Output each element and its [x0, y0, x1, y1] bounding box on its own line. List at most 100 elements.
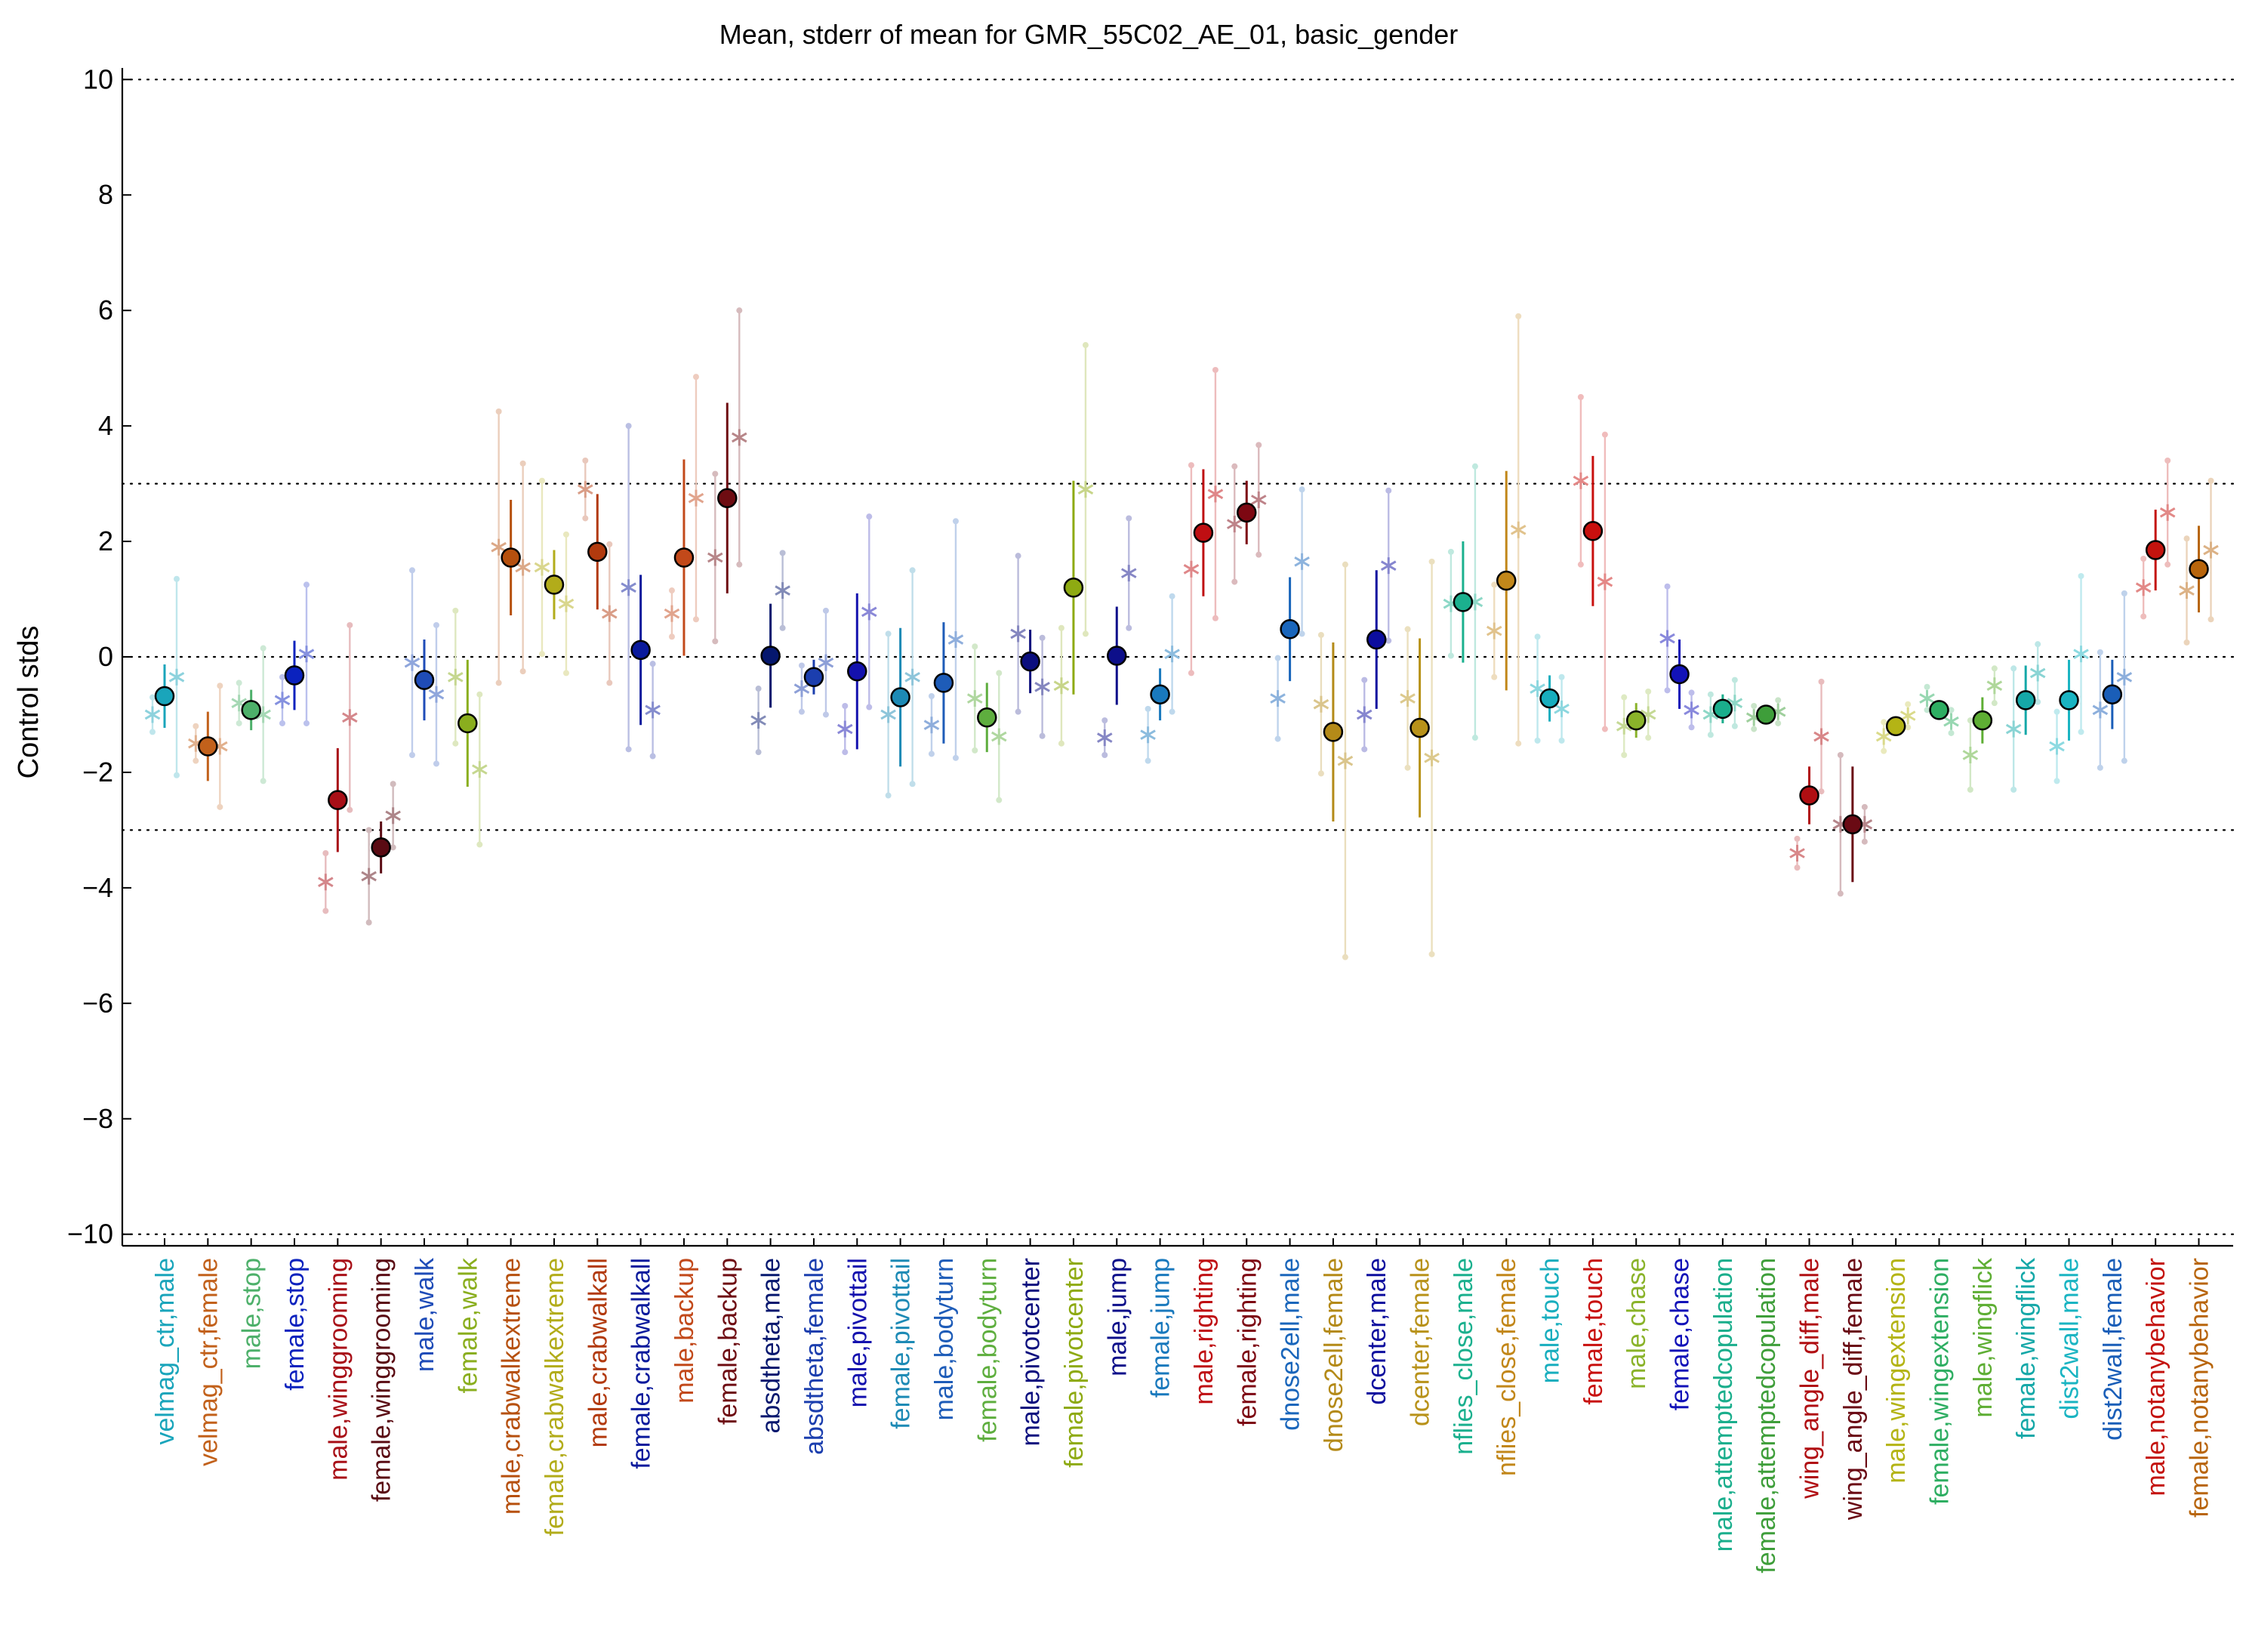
mean-marker: [2189, 559, 2209, 580]
experiment-marker: [1207, 485, 1224, 503]
experiment-errorbar-cap: [606, 680, 613, 686]
experiment-marker-stroke: [385, 810, 401, 821]
category-group: [491, 408, 531, 686]
experiment-marker: [1530, 680, 1545, 698]
experiment-marker: [2029, 664, 2046, 682]
experiment-marker-stroke: [1986, 680, 2003, 692]
experiment-errorbar-cap: [2140, 556, 2147, 562]
category-group: [1356, 487, 1397, 753]
category-group: [621, 423, 661, 760]
experiment-errorbar-cap: [1948, 707, 1955, 714]
experiment-errorbar-cap: [519, 668, 526, 675]
experiment-errorbar-cap: [928, 693, 935, 699]
x-tick-label: dnose2ell,male: [1277, 1258, 1305, 1431]
mean-marker: [1712, 698, 1733, 720]
experiment-marker-stroke: [578, 484, 593, 495]
x-tick-label: female,backup: [713, 1258, 742, 1425]
x-tick-label: female,crabwalkextreme: [541, 1258, 569, 1536]
experiment-errorbar-cap: [2164, 561, 2171, 568]
category-group: [1919, 683, 1959, 736]
plot-area: 10 8 6 4 2 0 −2 −4 −6 −8 −10 velmag_ctr,male velmag_…: [67, 63, 2235, 1573]
experiment-marker: [750, 712, 766, 729]
experiment-errorbar-cap: [260, 778, 267, 784]
experiment-marker: [775, 582, 790, 599]
experiment-marker: [404, 654, 421, 671]
mean-marker: [803, 667, 824, 688]
experiment-marker-stroke: [1207, 489, 1224, 500]
x-tick-label: male,jump: [1103, 1258, 1132, 1376]
mean-marker: [717, 488, 738, 508]
experiment-marker: [1270, 690, 1286, 707]
experiment-errorbar-cap: [736, 307, 743, 314]
x-tick-label: dnose2ell,female: [1320, 1258, 1348, 1452]
y-axis-label: Control stds: [13, 626, 45, 779]
experiment-errorbar-cap: [866, 704, 873, 710]
y-tick-label: 0: [98, 641, 113, 672]
experiment-marker-stroke: [2049, 741, 2065, 752]
experiment-marker: [966, 690, 983, 707]
experiment-marker-stroke: [168, 671, 185, 683]
experiment-marker-stroke: [144, 709, 161, 720]
experiment-errorbar-cap: [1231, 463, 1238, 470]
category-group: [274, 581, 315, 726]
x-tick-label: female,wingextension: [1926, 1258, 1955, 1505]
experiment-errorbar-cap: [625, 423, 632, 430]
experiment-errorbar-cap: [1881, 747, 1887, 754]
experiment-marker-stroke: [861, 606, 877, 618]
experiment-marker-stroke: [1684, 704, 1699, 716]
experiment-errorbar-cap: [668, 633, 675, 640]
experiment-marker: [318, 874, 334, 891]
experiment-errorbar-cap: [476, 841, 483, 848]
category-group: [448, 607, 488, 848]
mean-marker: [673, 547, 695, 568]
category-group: [2179, 477, 2219, 646]
experiment-errorbar-cap: [928, 750, 935, 757]
experiment-errorbar-cap: [1991, 700, 1998, 707]
experiment-marker-stroke: [1424, 753, 1440, 763]
experiment-errorbar-cap: [1775, 697, 1782, 704]
experiment-errorbar-cap: [1039, 732, 1046, 739]
experiment-marker-stroke: [342, 712, 358, 723]
experiment-marker-stroke: [298, 649, 315, 659]
experiment-marker: [2073, 646, 2089, 663]
experiment-errorbar-cap: [1255, 551, 1262, 558]
mean-marker: [977, 707, 997, 728]
experiment-marker: [793, 680, 810, 698]
experiment-marker-stroke: [1183, 563, 1200, 575]
mean-marker: [154, 686, 175, 707]
experiment-marker: [732, 429, 747, 446]
experiment-errorbar-cap: [1818, 788, 1825, 795]
category-group: [664, 374, 704, 656]
experiment-marker: [515, 559, 531, 576]
experiment-marker-stroke: [1294, 556, 1310, 567]
experiment-marker: [1053, 677, 1070, 695]
mean-marker: [2059, 690, 2079, 710]
mean-marker: [587, 541, 608, 562]
experiment-errorbar-cap: [822, 607, 829, 614]
experiment-errorbar-cap: [1082, 630, 1089, 637]
experiment-marker-stroke: [818, 657, 834, 668]
x-tick-label: wing_angle_diff,female: [1839, 1258, 1868, 1521]
experiment-errorbar-cap: [1342, 954, 1348, 960]
experiment-errorbar-cap: [1039, 634, 1046, 641]
mean-marker: [1539, 688, 1560, 709]
experiment-errorbar-cap: [1837, 890, 1844, 897]
experiment-errorbar-cap: [279, 720, 285, 726]
experiment-errorbar-cap: [1015, 708, 1021, 715]
experiment-errorbar-cap: [1707, 732, 1714, 738]
experiment-marker: [1250, 492, 1267, 508]
x-tick-label: nflies_close,female: [1493, 1258, 1521, 1476]
x-tick-label: dist2wall,male: [2056, 1258, 2084, 1419]
experiment-marker: [1424, 749, 1440, 766]
experiment-marker-stroke: [1789, 848, 1805, 858]
experiment-errorbar-cap: [909, 567, 916, 574]
x-tick-label: female,pivotcenter: [1060, 1258, 1089, 1468]
category-group: [2135, 458, 2176, 620]
experiment-marker: [1120, 565, 1137, 582]
experiment-marker-stroke: [1943, 716, 1959, 727]
category-group: [1140, 593, 1180, 764]
experiment-errorbar-cap: [1818, 678, 1825, 685]
experiment-marker: [645, 701, 661, 719]
experiment-errorbar-cap: [519, 460, 526, 467]
x-tick-label: male,walk: [411, 1257, 439, 1372]
